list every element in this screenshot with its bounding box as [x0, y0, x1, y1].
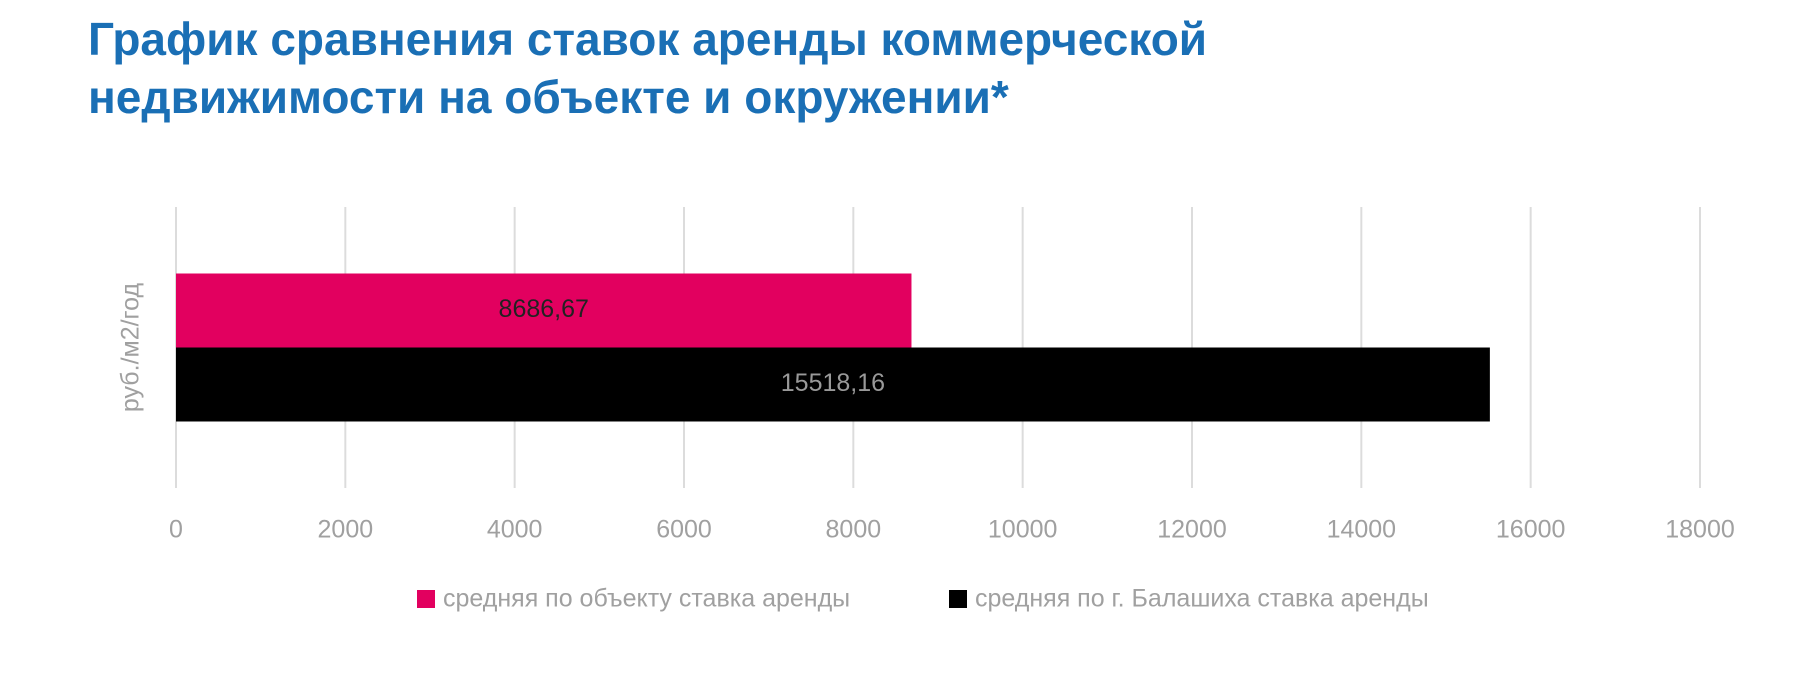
legend-label: средняя по г. Балашиха ставка аренды	[975, 585, 1429, 613]
data-label: 8686,67	[499, 295, 589, 323]
bar	[176, 273, 912, 348]
legend-swatch	[949, 590, 967, 608]
x-tick-label: 18000	[1665, 516, 1735, 544]
chart-title: График сравнения ставок аренды коммерчес…	[88, 13, 1207, 65]
x-tick-label: 10000	[988, 516, 1058, 544]
x-tick-label: 6000	[656, 516, 712, 544]
x-tick-label: 16000	[1496, 516, 1566, 544]
x-tick-label: 14000	[1327, 516, 1397, 544]
y-tick-label: руб./м2/год	[117, 283, 145, 413]
x-tick-label: 2000	[318, 516, 374, 544]
bar	[176, 347, 1490, 422]
data-label: 15518,16	[781, 369, 885, 397]
x-tick-label: 8000	[826, 516, 882, 544]
legend-label: средняя по объекту ставка аренды	[443, 585, 850, 613]
x-tick-label: 4000	[487, 516, 543, 544]
legend-swatch	[417, 590, 435, 608]
x-tick-label: 12000	[1157, 516, 1227, 544]
x-tick-label: 0	[169, 516, 183, 544]
chart-title: недвижимости на объекте и окружении*	[88, 71, 1009, 123]
